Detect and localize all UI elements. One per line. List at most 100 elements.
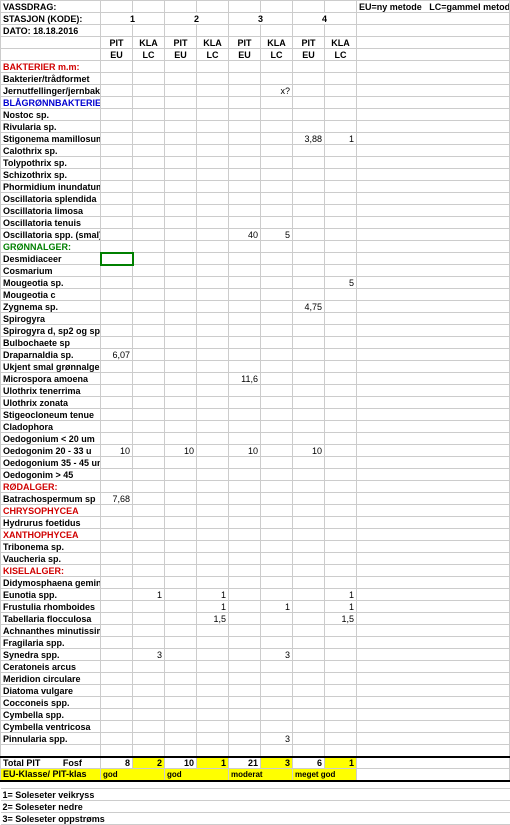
value-cell[interactable] [101, 457, 133, 469]
value-cell[interactable] [293, 553, 325, 565]
value-cell[interactable] [101, 205, 133, 217]
value-cell[interactable] [101, 229, 133, 241]
value-cell[interactable] [229, 613, 261, 625]
value-cell[interactable] [197, 469, 229, 481]
value-cell[interactable] [293, 145, 325, 157]
value-cell[interactable] [325, 205, 357, 217]
value-cell[interactable] [197, 181, 229, 193]
value-cell[interactable] [293, 361, 325, 373]
value-cell[interactable]: 1,5 [325, 613, 357, 625]
value-cell[interactable] [165, 601, 197, 613]
value-cell[interactable] [165, 661, 197, 673]
value-cell[interactable] [165, 553, 197, 565]
value-cell[interactable] [133, 277, 165, 289]
value-cell[interactable]: 11,6 [229, 373, 261, 385]
value-cell[interactable] [133, 169, 165, 181]
value-cell[interactable] [165, 613, 197, 625]
value-cell[interactable] [133, 601, 165, 613]
value-cell[interactable] [261, 517, 293, 529]
value-cell[interactable] [229, 277, 261, 289]
value-cell[interactable] [133, 265, 165, 277]
value-cell[interactable] [133, 157, 165, 169]
value-cell[interactable] [133, 289, 165, 301]
value-cell[interactable] [165, 361, 197, 373]
value-cell[interactable] [229, 697, 261, 709]
value-cell[interactable]: 1,5 [197, 613, 229, 625]
value-cell[interactable] [133, 577, 165, 589]
value-cell[interactable] [197, 289, 229, 301]
value-cell[interactable] [325, 145, 357, 157]
value-cell[interactable] [133, 625, 165, 637]
value-cell[interactable] [261, 349, 293, 361]
value-cell[interactable] [261, 637, 293, 649]
value-cell[interactable] [325, 469, 357, 481]
value-cell[interactable] [133, 673, 165, 685]
value-cell[interactable] [101, 409, 133, 421]
value-cell[interactable] [101, 397, 133, 409]
value-cell[interactable] [165, 121, 197, 133]
value-cell[interactable] [133, 229, 165, 241]
value-cell[interactable] [229, 85, 261, 97]
value-cell[interactable] [261, 373, 293, 385]
value-cell[interactable] [133, 637, 165, 649]
value-cell[interactable] [229, 721, 261, 733]
value-cell[interactable]: 3 [261, 733, 293, 745]
value-cell[interactable] [133, 373, 165, 385]
value-cell[interactable] [325, 301, 357, 313]
value-cell[interactable] [165, 673, 197, 685]
value-cell[interactable] [197, 265, 229, 277]
value-cell[interactable] [325, 445, 357, 457]
value-cell[interactable] [325, 397, 357, 409]
value-cell[interactable] [229, 469, 261, 481]
value-cell[interactable] [165, 181, 197, 193]
value-cell[interactable] [101, 325, 133, 337]
value-cell[interactable] [165, 349, 197, 361]
value-cell[interactable] [293, 649, 325, 661]
value-cell[interactable] [293, 85, 325, 97]
value-cell[interactable] [325, 637, 357, 649]
value-cell[interactable] [165, 577, 197, 589]
value-cell[interactable] [101, 265, 133, 277]
value-cell[interactable] [261, 133, 293, 145]
value-cell[interactable] [261, 217, 293, 229]
value-cell[interactable] [325, 325, 357, 337]
value-cell[interactable] [165, 133, 197, 145]
value-cell[interactable] [325, 121, 357, 133]
value-cell[interactable] [261, 325, 293, 337]
value-cell[interactable] [165, 709, 197, 721]
value-cell[interactable] [261, 493, 293, 505]
value-cell[interactable] [133, 205, 165, 217]
value-cell[interactable] [293, 265, 325, 277]
value-cell[interactable] [197, 541, 229, 553]
value-cell[interactable] [101, 697, 133, 709]
value-cell[interactable] [325, 493, 357, 505]
value-cell[interactable] [293, 73, 325, 85]
value-cell[interactable] [325, 361, 357, 373]
value-cell[interactable] [261, 169, 293, 181]
value-cell[interactable] [197, 349, 229, 361]
value-cell[interactable] [133, 517, 165, 529]
value-cell[interactable] [133, 217, 165, 229]
value-cell[interactable] [325, 217, 357, 229]
value-cell[interactable] [197, 361, 229, 373]
value-cell[interactable] [229, 421, 261, 433]
value-cell[interactable] [197, 169, 229, 181]
value-cell[interactable] [293, 697, 325, 709]
value-cell[interactable]: 1 [325, 133, 357, 145]
value-cell[interactable] [197, 673, 229, 685]
value-cell[interactable]: 4,75 [293, 301, 325, 313]
value-cell[interactable] [293, 181, 325, 193]
value-cell[interactable] [229, 709, 261, 721]
value-cell[interactable] [261, 253, 293, 265]
value-cell[interactable] [261, 361, 293, 373]
value-cell[interactable] [261, 721, 293, 733]
value-cell[interactable] [133, 313, 165, 325]
value-cell[interactable] [229, 301, 261, 313]
value-cell[interactable] [133, 433, 165, 445]
value-cell[interactable] [293, 325, 325, 337]
value-cell[interactable] [165, 73, 197, 85]
value-cell[interactable] [229, 589, 261, 601]
value-cell[interactable] [293, 349, 325, 361]
value-cell[interactable] [229, 313, 261, 325]
value-cell[interactable] [261, 301, 293, 313]
